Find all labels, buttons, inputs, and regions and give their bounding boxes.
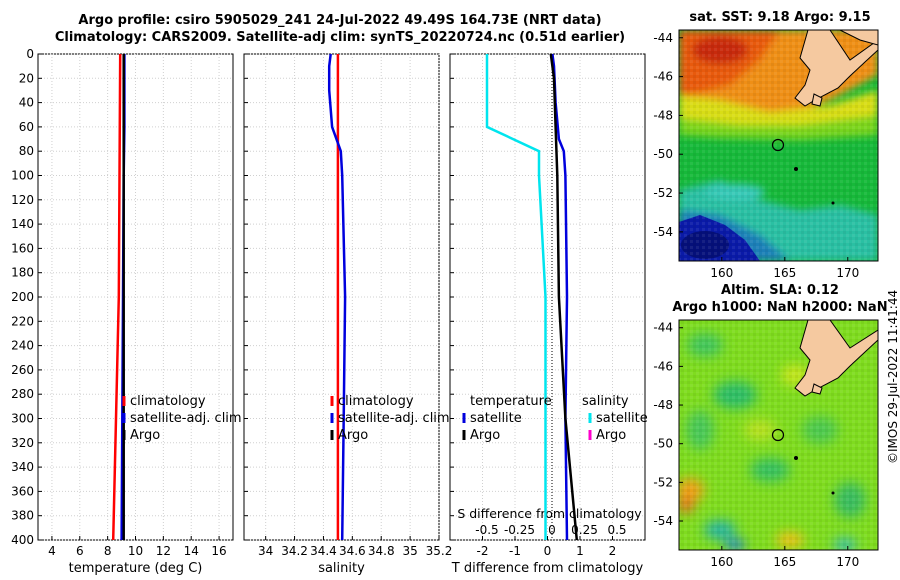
legend-label: satellite (470, 411, 522, 426)
series-salinity-satellite (485, 54, 547, 540)
sst-map-title: sat. SST: 9.18 Argo: 9.15 (689, 10, 871, 25)
map-lat-label: -54 (653, 514, 673, 528)
y-tick-label: 220 (11, 314, 34, 328)
map-lat-label: -44 (653, 321, 673, 335)
x-tick-label: 12 (156, 544, 171, 558)
x-tick-label: 34.6 (339, 544, 366, 558)
x-tick-label: 14 (184, 544, 199, 558)
y-tick-label: 180 (11, 266, 34, 280)
y-tick-label: 40 (19, 96, 34, 110)
map-lat-label: -52 (653, 475, 673, 489)
y-tick-label: 20 (19, 71, 34, 85)
x-tick-label-s: -0.5 (475, 523, 498, 537)
x-tick-label-s: 0 (548, 523, 556, 537)
map-lon-label: 160 (710, 266, 733, 280)
x-axis-label-top: S difference from climatology (457, 506, 642, 521)
map-lat-label: -48 (653, 398, 673, 412)
y-tick-label: 320 (11, 436, 34, 450)
legend-label: Argo (338, 428, 368, 443)
legend-title-salinity: salinity (582, 394, 629, 409)
legend-label: satellite (596, 411, 648, 426)
series-temperature-argo (549, 53, 579, 541)
y-tick-label: 300 (11, 412, 34, 426)
y-tick-label: 100 (11, 169, 34, 183)
map-lat-label: -50 (653, 147, 673, 161)
y-tick-label: 200 (11, 290, 34, 304)
map-lon-label: 170 (836, 266, 859, 280)
x-tick-label-s: 0.5 (607, 523, 626, 537)
x-tick-label: 8 (104, 544, 112, 558)
x-tick-label: 0 (544, 544, 552, 558)
chart-title-line1: Argo profile: csiro 5905029_241 24-Jul-2… (78, 13, 602, 28)
legend-label: climatology (130, 394, 206, 409)
chart-title-line2: Climatology: CARS2009. Satellite-adj cli… (54, 30, 626, 45)
y-tick-label: 140 (11, 217, 34, 231)
y-tick-label: 360 (11, 484, 34, 498)
legend-label: climatology (338, 394, 414, 409)
x-tick-label-s: 0.25 (571, 523, 598, 537)
x-tick-label: 34 (258, 544, 273, 558)
legend-label: satellite-adj. clim (338, 411, 450, 426)
map-lon-label: 165 (773, 555, 796, 569)
y-tick-label: 240 (11, 339, 34, 353)
x-tick-label: 10 (128, 544, 143, 558)
x-tick-label: 6 (76, 544, 84, 558)
x-tick-label: 34.8 (368, 544, 395, 558)
argo-position-marker (771, 138, 785, 152)
map-lat-label: -46 (653, 70, 673, 84)
map-lat-label: -52 (653, 186, 673, 200)
legend-title-temperature: temperature (470, 394, 552, 409)
x-axis-label: temperature (deg C) (69, 561, 203, 576)
map-lon-label: 165 (773, 266, 796, 280)
argo-position-marker (771, 428, 785, 442)
map-lat-label: -54 (653, 225, 673, 239)
legend-label: Argo (130, 428, 160, 443)
x-tick-label: -1 (509, 544, 521, 558)
sst-map (679, 30, 878, 261)
x-tick-label: 2 (609, 544, 617, 558)
x-tick-label-s: -0.25 (504, 523, 535, 537)
map-lat-label: -44 (653, 31, 673, 45)
y-tick-label: 280 (11, 387, 34, 401)
series-satellite-adj-clim (327, 53, 347, 541)
x-tick-label: 1 (576, 544, 584, 558)
x-tick-label: 34.4 (310, 544, 337, 558)
x-tick-label: 35 (402, 544, 417, 558)
x-tick-label: 16 (211, 544, 226, 558)
y-tick-label: 260 (11, 363, 34, 377)
x-axis-label: salinity (318, 561, 365, 576)
x-axis-label: T difference from climatology (451, 561, 644, 576)
map-lon-label: 160 (710, 555, 733, 569)
sla-map-title-line1: Altim. SLA: 0.12 (721, 283, 839, 298)
sla-map-title-line2: Argo h1000: NaN h2000: NaN (672, 300, 888, 315)
legend-label: Argo (470, 428, 500, 443)
x-tick-label: 35.2 (426, 544, 453, 558)
series-climatology (111, 53, 122, 541)
y-tick-label: 340 (11, 460, 34, 474)
x-tick-label: 4 (48, 544, 56, 558)
map-lat-label: -46 (653, 359, 673, 373)
legend-label: satellite-adj. clim (130, 411, 242, 426)
x-tick-label: -2 (477, 544, 489, 558)
map-lat-label: -48 (653, 108, 673, 122)
y-tick-label: 60 (19, 120, 34, 134)
map-lat-label: -50 (653, 437, 673, 451)
map-lon-label: 170 (836, 555, 859, 569)
y-tick-label: 0 (26, 47, 34, 61)
imos-credit: ©IMOS 29-Jul-2022 11:41:44 (886, 289, 900, 464)
y-tick-label: 400 (11, 533, 34, 547)
y-tick-label: 80 (19, 144, 34, 158)
y-tick-label: 120 (11, 193, 34, 207)
sla-map (679, 320, 878, 550)
x-tick-label: 34.2 (281, 544, 308, 558)
legend-label: Argo (596, 428, 626, 443)
y-tick-label: 380 (11, 509, 34, 523)
y-tick-label: 160 (11, 241, 34, 255)
